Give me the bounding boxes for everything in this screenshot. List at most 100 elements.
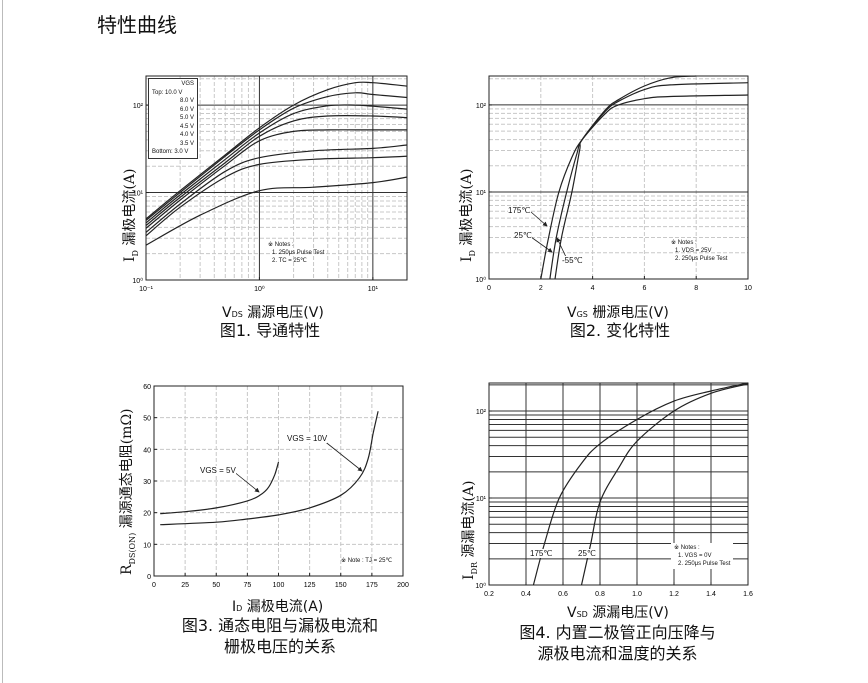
note-line: 2. TC = 25℃: [272, 258, 307, 264]
x-tick-label: 50: [212, 582, 220, 589]
y-tick-label: 10¹: [476, 496, 487, 503]
x-tick-label: 75: [243, 582, 251, 589]
legend-row: Bottom: 3.0 V: [152, 149, 189, 155]
x-tick-label: 8: [694, 285, 698, 292]
x-tick-label: 0.2: [484, 591, 494, 598]
note-line: ※ Notes :: [671, 240, 697, 246]
annotation-arrow: [322, 439, 363, 472]
note-line: 1. 250μs Pulse Test: [272, 250, 325, 256]
y-tick-label: 10²: [476, 103, 487, 110]
legend-row: 8.0 V: [179, 98, 194, 104]
page-border: [2, 0, 3, 683]
x-tick-label: 0.8: [595, 591, 605, 598]
x-tick-label: 25: [181, 582, 189, 589]
y-tick-label: 10¹: [476, 190, 487, 197]
annotation-arrow: [556, 237, 567, 258]
x-tick-label: 1.6: [743, 591, 753, 598]
plot-frame: [488, 75, 749, 280]
fig4-label-175c: 175℃: [530, 549, 553, 558]
series-curve-10-0-V: [145, 81, 408, 220]
y-tick-label: 20: [143, 511, 151, 518]
x-tick-label: 0: [152, 582, 156, 589]
series-curve-175-: [540, 94, 749, 280]
fig2-label-175c: 175℃: [508, 206, 531, 215]
legend-row: 5.0 V: [179, 115, 194, 121]
caption-line: 图4. 内置二极管正向压降与: [519, 623, 716, 642]
caption-line: 源极电流和温度的关系: [537, 644, 698, 663]
plot-frame: [145, 75, 408, 281]
series-curve-4-0-V: [145, 144, 408, 233]
legend-row: 6.0 V: [179, 106, 194, 113]
series-curve--55-: [554, 75, 697, 280]
y-tick-label: 60: [143, 384, 151, 391]
x-tick-label: 1.2: [669, 591, 679, 598]
chart-2: 0 2 4 6 8 10 10⁰ 10¹ 10²: [475, 75, 752, 292]
fig2-ylabel: ID 漏极电流(A): [459, 168, 477, 262]
y-tick-label: 10⁰: [475, 276, 486, 284]
y-tick-label: 0: [147, 574, 151, 581]
x-tick-label: 0.6: [558, 591, 568, 598]
legend-header: VGS: [181, 81, 194, 87]
series-curve-25-: [580, 383, 749, 586]
caption-line: 图3. 通态电阻与漏极电流和: [181, 616, 379, 635]
x-tick-label: 2: [539, 285, 543, 292]
x-tick-label: 200: [397, 582, 409, 589]
y-tick-label: 30: [143, 479, 151, 486]
fig1-notes: ※ Notes : 1. 250μs Pulse Test 2. TC = 25…: [268, 241, 324, 265]
fig3-caption: 图3. 通态电阻与漏极电流和 栅极电压的关系: [150, 615, 410, 657]
x-tick-label: 100: [273, 582, 285, 589]
note-line: 1. VDS = 25V: [675, 248, 712, 254]
legend-row: Top: 10.0 V: [152, 89, 183, 96]
x-tick-label: 125: [304, 582, 316, 589]
x-tick-label: 0: [487, 285, 491, 292]
y-tick-label: 40: [143, 447, 151, 454]
legend-row: 3.5 V: [179, 140, 194, 147]
y-tick-label: 10²: [133, 103, 144, 110]
x-tick-label: 6: [642, 285, 646, 292]
fig2-notes: ※ Notes : 1. VDS = 25V 2. 250μs Pulse Te…: [671, 239, 727, 263]
note-line: 1. VGS = 0V: [678, 553, 712, 559]
series-curve-VGS-10V: [160, 411, 379, 526]
x-tick-label: 175: [366, 582, 378, 589]
series-curve-8-0-V: [145, 92, 408, 221]
y-tick-label: 10⁰: [132, 277, 143, 285]
fig4-ylabel: IDR 源漏电流(A): [461, 480, 479, 580]
note-line: 2. 250μs Pulse Test: [678, 561, 731, 567]
x-tick-label: 10: [744, 285, 752, 292]
fig3-ylabel: RDS(ON) 漏源通态电阻(mΩ): [119, 408, 137, 575]
series-curve-4-5-V: [145, 129, 407, 229]
annotation-arrow: [232, 470, 260, 493]
annotation-arrow: [530, 211, 548, 227]
annotation-arrow: [530, 236, 553, 253]
x-tick-label: 10⁰: [254, 285, 265, 293]
series-curve-VGS-5V: [160, 461, 280, 515]
fig4-notes: ※ Notes : 1. VGS = 0V 2. 250μs Pulse Tes…: [671, 543, 734, 569]
y-tick-label: 10⁰: [475, 582, 486, 590]
fig3-xlabel: ID 漏极电流(A): [232, 599, 324, 615]
x-tick-label: 10¹: [368, 286, 379, 293]
series-curve-175-: [532, 382, 749, 586]
fig4-caption: 图4. 内置二极管正向压降与 源极电流和温度的关系: [485, 622, 750, 664]
x-tick-label: 10⁻¹: [139, 286, 153, 293]
note-line: ※ Notes :: [268, 242, 294, 248]
fig1-caption: 图1. 导通特性: [219, 321, 321, 340]
legend-row: 4.0 V: [179, 132, 194, 138]
series-curve-3-0-V: [145, 176, 408, 246]
y-tick-label: 10: [143, 542, 151, 549]
fig2-label-m55c: -55℃: [562, 256, 583, 265]
note-line: ※ Notes :: [674, 545, 700, 551]
x-tick-label: 4: [591, 285, 595, 292]
x-tick-label: 150: [335, 582, 347, 589]
note-line: 2. 250μs Pulse Test: [675, 256, 728, 262]
fig1-legend: VGS Top: 10.0 V 8.0 V 6.0 V 5.0 V 4.5 V …: [148, 78, 198, 159]
fig3-label-vgs10: VGS = 10V: [287, 434, 328, 443]
x-tick-label: 0.4: [521, 591, 531, 598]
series-curve-6-0-V: [145, 104, 408, 224]
fig2-xlabel: VGS 栅源电压(V): [567, 305, 669, 321]
plot-frame: [488, 382, 749, 586]
fig2-label-25c: 25℃: [514, 231, 532, 240]
series-curve-5-0-V: [145, 114, 408, 226]
fig4-label-25c: 25℃: [578, 549, 596, 558]
